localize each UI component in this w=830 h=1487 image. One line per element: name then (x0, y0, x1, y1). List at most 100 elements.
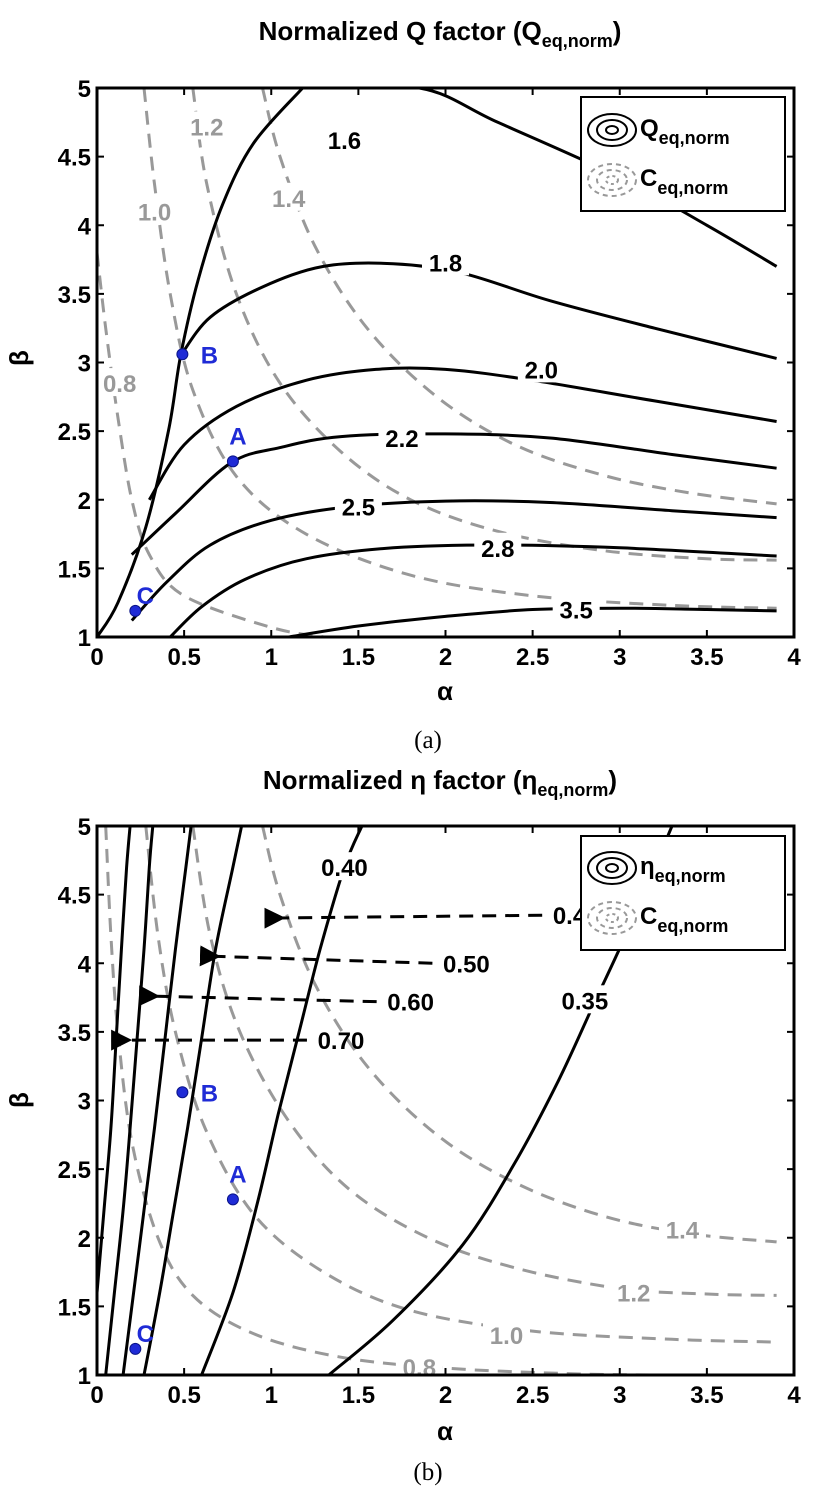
y-tick-label: 1.5 (58, 1294, 91, 1321)
dashed-contour-label-a-2: 1.2 (183, 111, 231, 141)
x-axis-ticks-b: 0 0.5 1 1.5 2 2.5 3 3.5 4 (90, 826, 801, 1409)
plot-area-a: 0.8 1.0 1.2 1.4 1.6 1.8 2.0 2.2 2.5 2.8 3.5 A B C (96, 88, 778, 637)
solid-contour-line-b-2 (142, 826, 244, 1375)
dashed-contour-label-b-1: 1.0 (482, 1320, 530, 1350)
callout-label: 0.60 (387, 990, 434, 1017)
svg-text:2.8: 2.8 (481, 536, 514, 563)
svg-text:1.4: 1.4 (666, 1218, 700, 1245)
dashed-contour-line-b-0 (104, 826, 655, 1375)
y-tick-label: 1 (78, 1363, 91, 1390)
x-tick-label: 2.5 (516, 644, 549, 671)
y-axis-ticks-b: 1 1.5 2 2.5 3 3.5 4 4.5 5 (58, 814, 794, 1390)
x-tick-label: 0.5 (167, 1382, 200, 1409)
x-tick-label: 1.5 (342, 1382, 375, 1409)
solid-contour-line-a-2 (148, 366, 777, 501)
x-tick-label: 0.5 (167, 644, 200, 671)
svg-text:C: C (137, 583, 154, 610)
svg-text:0.8: 0.8 (103, 371, 136, 398)
solid-contour-line-a-0 (306, 88, 778, 268)
solid-contour-line-b-5 (97, 826, 132, 1293)
svg-text:1.6: 1.6 (328, 128, 361, 155)
solid-contour-label-a-3: 2.2 (378, 422, 426, 453)
chart-title-a: Normalized Q factor (Qeq,norm) (259, 16, 622, 51)
x-tick-label: 1 (265, 1382, 278, 1409)
dashed-contour-label-b-0: 0.8 (395, 1351, 443, 1382)
callout-arrow (199, 945, 433, 967)
callout-b-2: 0.60 (138, 985, 434, 1017)
callout-b-1: 0.50 (199, 945, 490, 978)
plot-area-b: 0.8 1.0 1.2 1.4 0.35 0.40 0.45 0.50 0.60 0.70 A B C (97, 826, 777, 1382)
y-tick-label: 1.5 (58, 556, 91, 583)
solid-contour-label-a-6: 3.5 (552, 594, 600, 625)
svg-text:0.40: 0.40 (321, 855, 368, 882)
legend-b: ηeq,norm Ceq,norm (580, 835, 786, 951)
svg-text:A: A (229, 423, 246, 450)
legend-label-c-b: Ceq,norm (640, 903, 728, 936)
callout-arrow (264, 907, 543, 929)
x-tick-label: 2 (439, 1382, 452, 1409)
callout-arrow (138, 985, 377, 1007)
chart-title-sub-b: eq,norm (537, 780, 608, 800)
svg-text:1.2: 1.2 (190, 114, 223, 141)
dashed-contour-line-a-2 (191, 88, 777, 562)
y-tick-label: 4 (78, 213, 92, 240)
x-tick-label: 4 (787, 644, 801, 671)
dashed-contour-line-a-1 (142, 88, 777, 610)
solid-contour-line-b-1 (200, 826, 364, 1375)
y-tick-label: 3.5 (58, 1020, 91, 1047)
callout-label: 0.50 (443, 951, 490, 978)
svg-text:1.0: 1.0 (138, 200, 171, 227)
operating-point-a-a: A (226, 423, 247, 468)
y-tick-label: 2 (78, 488, 91, 515)
x-tick-label: 0 (90, 1382, 103, 1409)
chart-title-sub-a: eq,norm (542, 31, 613, 51)
panel-caption-b: (b) (413, 1459, 442, 1486)
y-axis-label-b: β (4, 1092, 34, 1108)
operating-point-b-a: B (176, 342, 218, 369)
svg-text:2.0: 2.0 (525, 357, 558, 384)
solid-contour-line-a-4 (130, 499, 777, 622)
solid-contour-label-a-2: 2.0 (517, 354, 565, 384)
x-tick-label: 0 (90, 644, 103, 671)
callout-b-3: 0.70 (111, 1028, 365, 1055)
legend-solid-contour-icon-a (587, 113, 637, 147)
chart-title-b: Normalized η factor (ηeq,norm) (263, 765, 617, 800)
legend-dashed-contour-icon-b (587, 901, 637, 935)
panel-caption-a: (a) (414, 727, 442, 754)
legend-a: Qeq,norm Ceq,norm (580, 96, 786, 212)
y-tick-label: 5 (78, 76, 91, 103)
svg-text:2.5: 2.5 (342, 495, 375, 522)
dashed-contour-label-b-2: 1.2 (610, 1277, 658, 1308)
operating-point-b-b: B (176, 1080, 218, 1107)
y-tick-label: 1 (78, 625, 91, 652)
y-tick-label: 3 (78, 1089, 91, 1116)
svg-text:0.8: 0.8 (403, 1355, 436, 1382)
svg-text:1.8: 1.8 (429, 250, 462, 277)
y-tick-label: 2.5 (58, 419, 91, 446)
solid-contour-line-a-6 (288, 606, 777, 637)
svg-text:0.35: 0.35 (562, 988, 609, 1015)
legend-label-eta: ηeq,norm (640, 853, 726, 886)
x-tick-label: 2.5 (516, 1382, 549, 1409)
solid-contour-label-b-0: 0.35 (554, 985, 615, 1015)
y-tick-label: 4 (78, 951, 92, 978)
solid-contour-label-a-5: 2.8 (474, 532, 522, 563)
svg-text:B: B (201, 1080, 218, 1107)
legend-solid-contour-icon-b (587, 851, 637, 885)
x-axis-label-a: α (437, 676, 453, 706)
dashed-contour-label-a-1: 1.0 (131, 196, 179, 227)
legend-label-c-a: Ceq,norm (640, 165, 728, 198)
callout-label: 0.70 (318, 1028, 365, 1055)
y-axis-label-a: β (4, 350, 34, 366)
x-tick-label: 2 (439, 644, 452, 671)
svg-text:3.5: 3.5 (560, 598, 593, 625)
x-axis-label-b: α (437, 1416, 453, 1446)
x-tick-label: 1.5 (342, 644, 375, 671)
solid-contour-line-a-5 (169, 543, 777, 637)
solid-contour-label-a-4: 2.5 (334, 491, 382, 522)
operating-point-a-b: A (226, 1161, 247, 1206)
svg-text:B: B (201, 342, 218, 369)
chart-panel-a: Normalized Q factor (Qeq,norm) 0.8 1.0 1.2… (4, 16, 801, 754)
x-tick-label: 3 (613, 1382, 626, 1409)
svg-text:2.2: 2.2 (385, 426, 418, 453)
